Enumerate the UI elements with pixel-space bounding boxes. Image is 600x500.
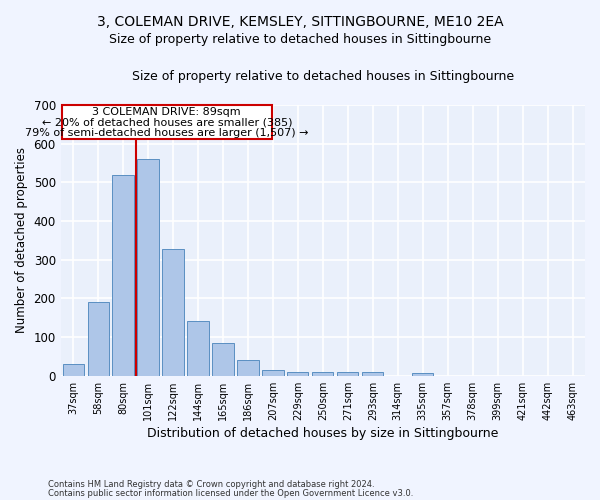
- Bar: [187, 321, 209, 376]
- Bar: [362, 372, 383, 376]
- Text: Contains public sector information licensed under the Open Government Licence v3: Contains public sector information licen…: [48, 488, 413, 498]
- Bar: [262, 370, 284, 376]
- Bar: [212, 342, 233, 376]
- Bar: [287, 372, 308, 376]
- Bar: [337, 372, 358, 376]
- X-axis label: Distribution of detached houses by size in Sittingbourne: Distribution of detached houses by size …: [147, 427, 499, 440]
- Text: 3 COLEMAN DRIVE: 89sqm: 3 COLEMAN DRIVE: 89sqm: [92, 107, 241, 117]
- Title: Size of property relative to detached houses in Sittingbourne: Size of property relative to detached ho…: [132, 70, 514, 83]
- Bar: [412, 373, 433, 376]
- Bar: [62, 364, 84, 376]
- Bar: [137, 159, 158, 376]
- Bar: [163, 249, 184, 376]
- Bar: [312, 372, 334, 376]
- FancyBboxPatch shape: [62, 105, 272, 139]
- Bar: [238, 360, 259, 376]
- Text: 79% of semi-detached houses are larger (1,507) →: 79% of semi-detached houses are larger (…: [25, 128, 308, 138]
- Text: ← 20% of detached houses are smaller (385): ← 20% of detached houses are smaller (38…: [41, 118, 292, 128]
- Text: 3, COLEMAN DRIVE, KEMSLEY, SITTINGBOURNE, ME10 2EA: 3, COLEMAN DRIVE, KEMSLEY, SITTINGBOURNE…: [97, 15, 503, 29]
- Y-axis label: Number of detached properties: Number of detached properties: [15, 148, 28, 334]
- Text: Contains HM Land Registry data © Crown copyright and database right 2024.: Contains HM Land Registry data © Crown c…: [48, 480, 374, 489]
- Bar: [112, 174, 134, 376]
- Text: Size of property relative to detached houses in Sittingbourne: Size of property relative to detached ho…: [109, 32, 491, 46]
- Bar: [88, 302, 109, 376]
